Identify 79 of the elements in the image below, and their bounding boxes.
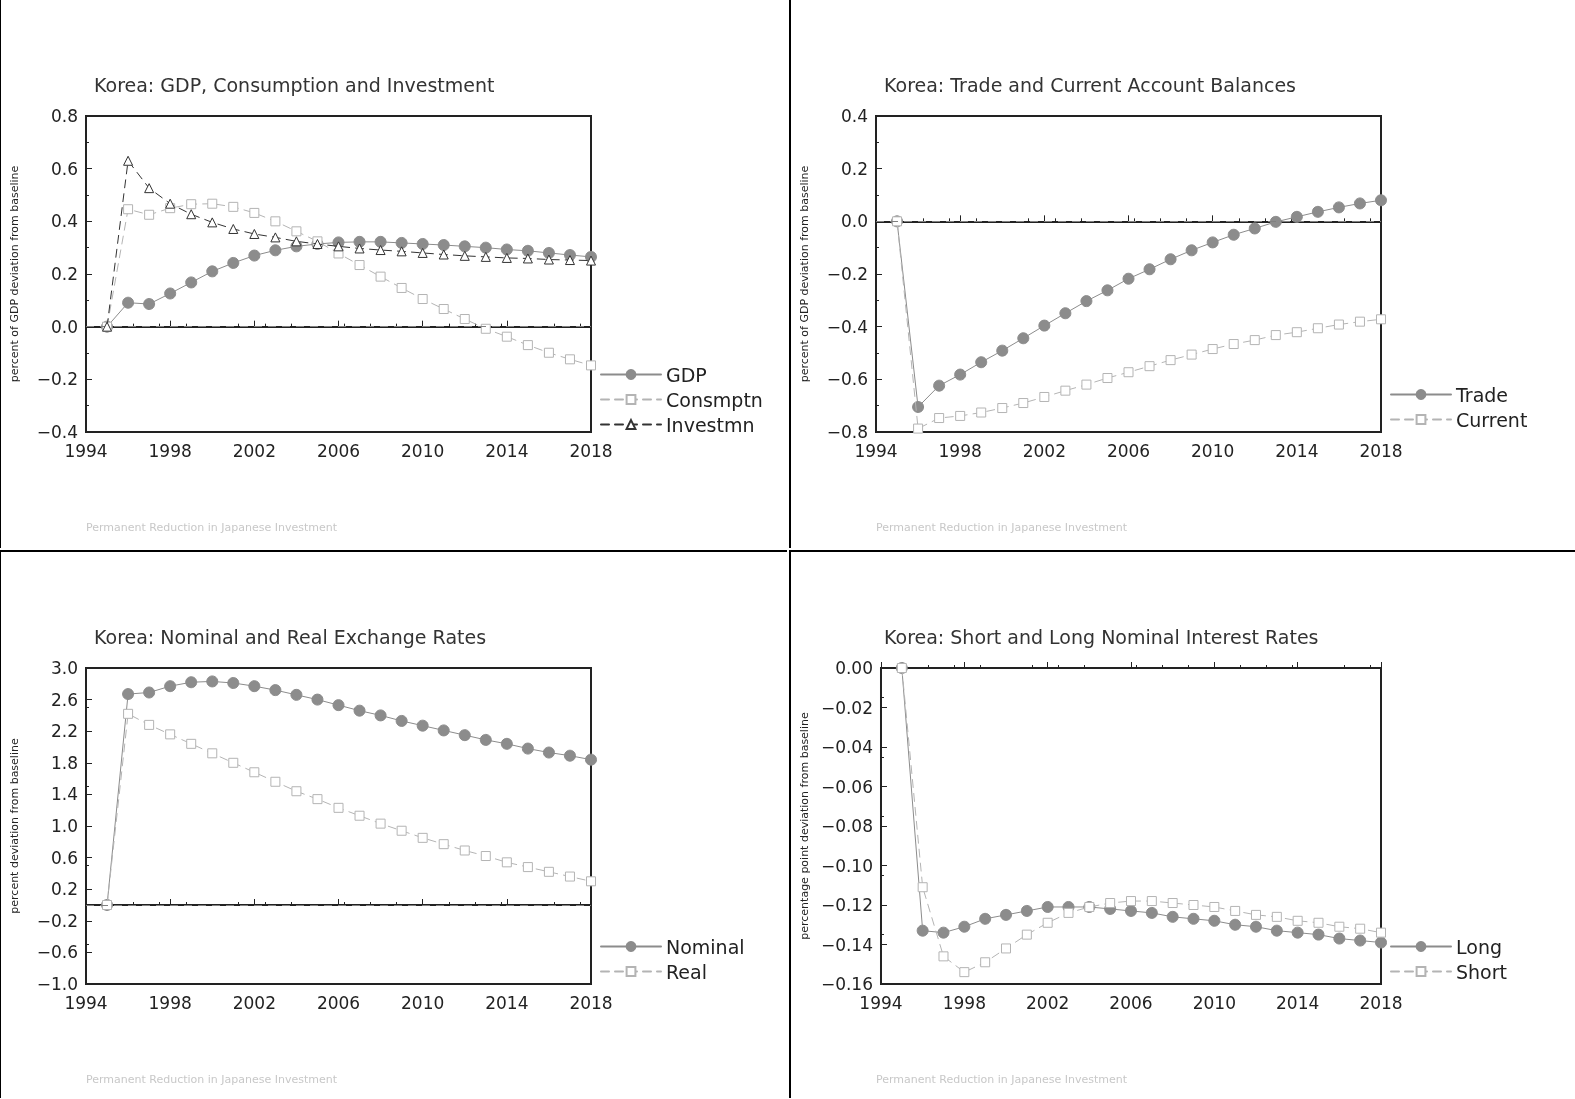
x-tick-label: 2002 [1022, 440, 1066, 461]
x-tick-label: 2006 [316, 440, 361, 461]
x-tick-label: 2018 [569, 440, 613, 461]
y-tick-label: −0.02 [820, 697, 873, 718]
y-tick-label: 0.8 [50, 106, 78, 126]
legend-label: Nominal [666, 935, 745, 958]
x-tick-label: 1994 [854, 440, 898, 461]
y-axis-title: percentage point deviation from baseline [798, 712, 811, 940]
y-tick-label: 2.6 [50, 689, 78, 710]
y-tick-label: −1.0 [36, 974, 78, 994]
x-tick-label: 1998 [938, 440, 982, 461]
x-tick-label: 2006 [316, 992, 361, 1013]
legend-label: Current [1456, 408, 1528, 431]
y-tick-label: 0.6 [50, 847, 78, 868]
x-tick-label: 2014 [485, 440, 529, 461]
y-tick-label: 2.2 [50, 721, 78, 742]
y-tick-label: 0.4 [840, 106, 868, 126]
x-tick-label: 2014 [1276, 992, 1320, 1013]
x-tick-label: 1994 [64, 440, 108, 461]
y-tick-label: 1.8 [50, 752, 78, 773]
legend-label: Long [1456, 935, 1502, 958]
y-axis-title: percent deviation from baseline [8, 738, 21, 914]
x-tick-label: 2002 [232, 992, 276, 1013]
y-tick-label: 1.0 [50, 816, 78, 836]
x-tick-label: 1998 [148, 440, 192, 461]
legend-label: Consmptn [666, 388, 763, 411]
x-tick-label: 2002 [232, 440, 276, 461]
legend-label: Short [1456, 960, 1507, 983]
x-tick-label: 2010 [401, 440, 445, 461]
y-tick-label: −0.08 [820, 816, 873, 836]
chart-title: Korea: Trade and Current Account Balances [884, 73, 1296, 96]
y-tick-label: −0.4 [36, 422, 78, 442]
x-tick-label: 1994 [859, 992, 903, 1013]
x-tick-label: 2018 [1359, 992, 1403, 1013]
y-axis-title: percent of GDP deviation from baseline [8, 165, 21, 383]
y-tick-label: 0.2 [50, 879, 78, 900]
x-tick-label: 2014 [1275, 440, 1319, 461]
y-tick-label: −0.10 [820, 855, 873, 876]
y-tick-label: −0.6 [36, 942, 78, 963]
y-tick-label: 0.0 [840, 211, 868, 232]
y-tick-label: 3.0 [50, 658, 78, 678]
legend-label: Investmn [666, 413, 755, 436]
y-tick-label: −0.06 [820, 776, 873, 797]
x-tick-label: 1998 [942, 992, 986, 1013]
y-tick-label: −0.2 [826, 264, 868, 284]
legend-label: GDP [666, 363, 707, 386]
legend-label: Real [666, 960, 707, 983]
y-axis-title: percent of GDP deviation from baseline [798, 165, 811, 383]
x-tick-label: 2010 [1192, 992, 1236, 1013]
y-tick-label: −0.14 [820, 934, 873, 955]
x-tick-label: 2006 [1109, 992, 1153, 1013]
chart-title: Korea: Short and Long Nominal Interest Rates [884, 625, 1319, 648]
x-tick-label: 1998 [148, 992, 192, 1013]
chart-title: Korea: Nominal and Real Exchange Rates [94, 625, 487, 648]
x-tick-label: 2006 [1106, 440, 1151, 461]
x-tick-label: 1994 [64, 992, 108, 1013]
y-tick-label: 0.0 [50, 316, 78, 337]
y-tick-label: 0.2 [50, 264, 78, 284]
x-tick-label: 2010 [401, 992, 445, 1013]
y-tick-label: −0.12 [820, 895, 873, 915]
y-tick-label: −0.2 [36, 369, 78, 390]
chart-title: Korea: GDP, Consumption and Investment [94, 73, 495, 96]
y-tick-label: 0.2 [840, 158, 868, 179]
x-tick-label: 2014 [485, 992, 529, 1013]
y-tick-label: −0.8 [826, 422, 868, 442]
x-tick-label: 2010 [1191, 440, 1235, 461]
y-tick-label: 0.00 [835, 658, 873, 678]
y-tick-label: −0.4 [826, 316, 868, 337]
y-tick-label: −0.6 [826, 369, 868, 390]
x-tick-label: 2018 [1359, 440, 1403, 461]
y-tick-label: −0.16 [820, 974, 873, 994]
y-tick-label: −0.2 [36, 910, 78, 931]
y-tick-label: 0.4 [50, 211, 78, 232]
legend-label: Trade [1455, 383, 1509, 406]
y-tick-label: −0.04 [820, 737, 873, 757]
y-tick-label: 1.4 [50, 784, 78, 805]
x-tick-label: 2002 [1026, 992, 1070, 1013]
x-tick-label: 2018 [569, 992, 613, 1013]
y-tick-label: 0.6 [50, 158, 78, 179]
